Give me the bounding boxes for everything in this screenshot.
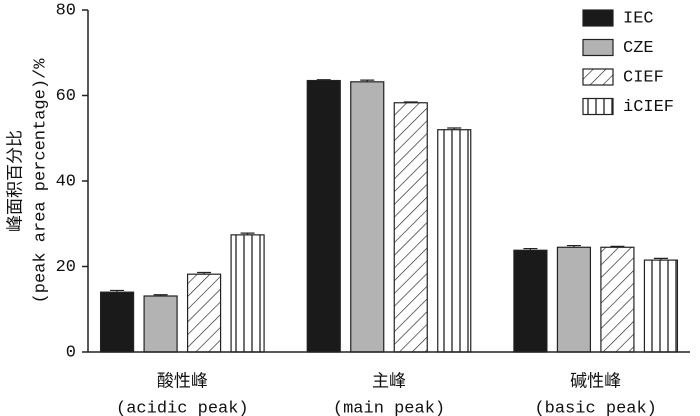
error-bar (653, 257, 668, 261)
bar (437, 129, 472, 353)
bar (143, 295, 178, 353)
bar (600, 246, 635, 353)
x-tick-label: (main peak) (333, 399, 445, 416)
error-bar (447, 127, 462, 130)
y-label-line: 峰面积百分比 (5, 130, 26, 232)
x-tick-label: 酸性峰 (157, 371, 208, 392)
error-bar (110, 289, 125, 293)
bar (350, 81, 385, 353)
error-bar (403, 101, 418, 103)
error-bar (240, 232, 255, 235)
error-bar (566, 244, 581, 248)
x-tick-label: 碱性峰 (570, 371, 621, 392)
x-tick-label: 主峰 (372, 371, 406, 392)
x-tick-label: (basic peak) (534, 399, 656, 416)
bar (393, 102, 428, 353)
y-tick-label: 60 (56, 87, 76, 106)
legend-label: CZE (623, 39, 654, 58)
y-label-line: (peak area percentage)/% (31, 58, 50, 304)
y-tick-label: 80 (56, 1, 76, 20)
legend-swatch (582, 9, 614, 27)
error-bar (610, 245, 625, 248)
legend-label: CIEF (623, 68, 664, 87)
y-tick-label: 20 (56, 258, 76, 277)
legend-swatch (582, 97, 614, 116)
error-bar (153, 294, 168, 296)
bar (513, 249, 548, 353)
bar (306, 79, 341, 353)
y-axis-label: 峰面积百分比 (peak area percentage)/% (5, 58, 50, 304)
x-tick-label: (acidic peak) (116, 399, 249, 416)
legend-label: IEC (623, 9, 654, 28)
y-tick-label: 0 (66, 343, 76, 362)
bar (556, 246, 592, 353)
bar (99, 291, 135, 353)
y-tick-label: 40 (56, 172, 76, 191)
bar (230, 234, 265, 353)
bar (643, 259, 679, 353)
legend-swatch (582, 68, 614, 86)
error-bar (316, 79, 331, 81)
error-bar (523, 247, 538, 251)
error-bar (197, 271, 212, 275)
legend-swatch (582, 38, 614, 57)
legend-label: iCIEF (623, 98, 674, 117)
bar (186, 273, 222, 353)
error-bar (360, 79, 375, 82)
